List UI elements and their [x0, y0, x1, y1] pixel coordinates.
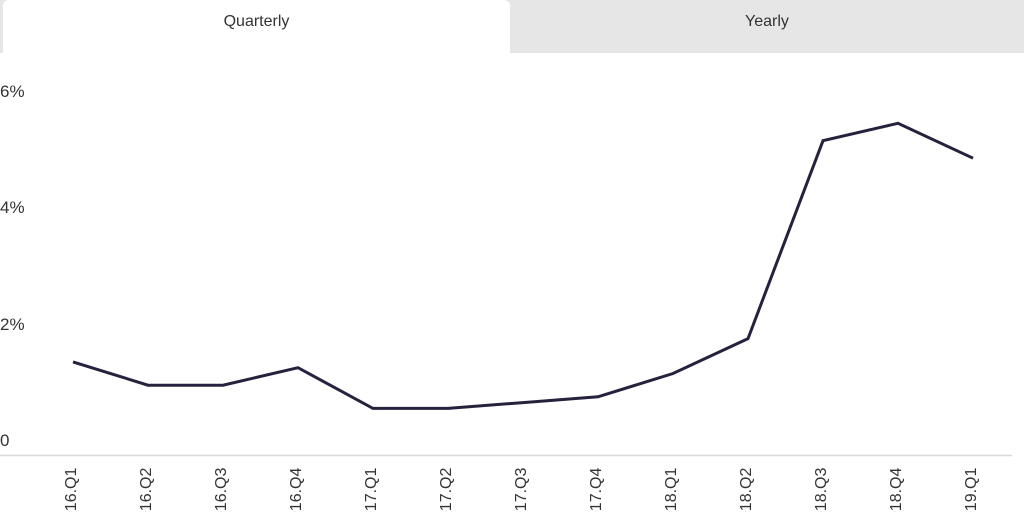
tab-yearly[interactable]: Yearly [510, 0, 1024, 53]
x-tick-label: 2016.Q3 [213, 467, 230, 512]
x-tick-label: 2019.Q1 [963, 467, 980, 512]
y-tick-label: 0 [0, 431, 10, 450]
y-tick-label: 2% [0, 314, 25, 334]
x-tick-label: 2017.Q4 [588, 467, 605, 512]
x-tick-label: 2018.Q4 [888, 467, 905, 512]
x-tick-label: 2016.Q2 [138, 467, 155, 512]
x-tick-label: 2018.Q1 [663, 467, 680, 512]
tab-bar: Quarterly Yearly [0, 0, 1024, 53]
x-tick-label: 2017.Q2 [438, 467, 455, 512]
series-line [72, 121, 974, 410]
tab-quarterly[interactable]: Quarterly [3, 0, 510, 53]
x-tick-label: 2017.Q3 [513, 467, 530, 512]
x-tick-label: 2018.Q2 [738, 467, 755, 512]
y-tick-label: 6% [0, 81, 25, 101]
x-tick-label: 2018.Q3 [813, 467, 830, 512]
x-tick-label: 2016.Q4 [288, 467, 305, 512]
line-chart: 0 2% 4% 6% 2016.Q1 2016.Q2 2016.Q3 2016.Q4 2017… [0, 53, 1024, 512]
x-tick-label: 2017.Q1 [363, 467, 380, 512]
x-tick-label: 2016.Q1 [63, 467, 80, 512]
chart-plot-area [0, 121, 1012, 457]
y-tick-label: 4% [0, 198, 25, 218]
